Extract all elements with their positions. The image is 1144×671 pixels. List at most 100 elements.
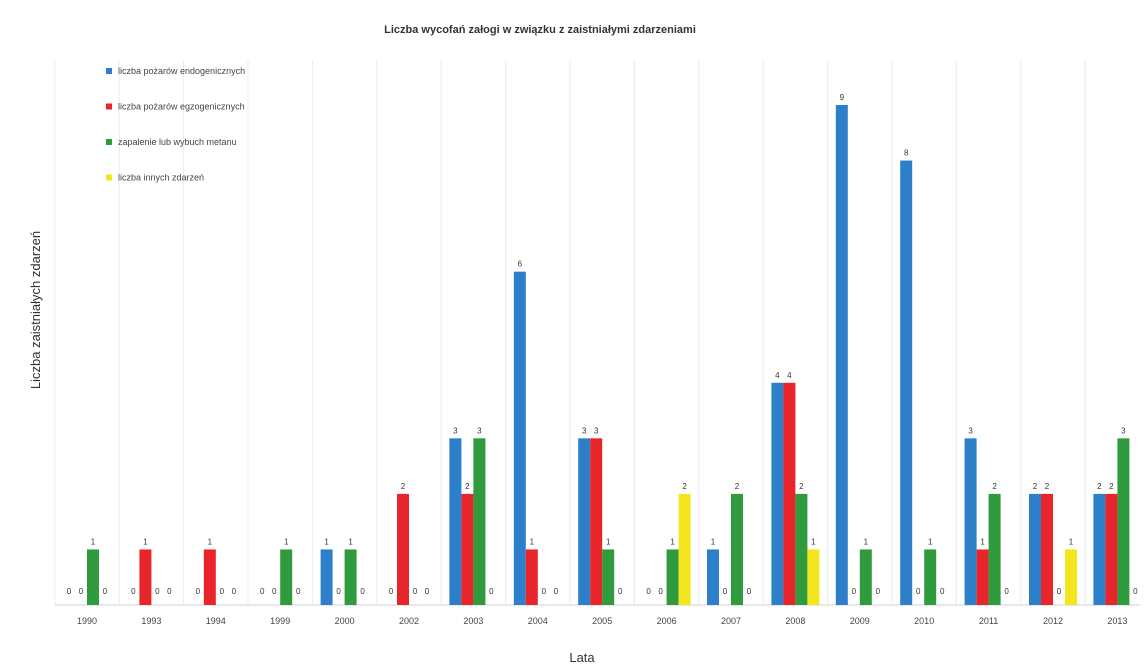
x-tick-label: 2000 bbox=[335, 616, 355, 626]
data-label: 0 bbox=[260, 587, 265, 596]
data-label: 0 bbox=[360, 587, 365, 596]
legend-entry: liczba innych zdarzeń bbox=[118, 173, 204, 183]
data-label: 2 bbox=[992, 482, 997, 491]
data-label: 0 bbox=[79, 587, 84, 596]
bars bbox=[87, 105, 1130, 606]
data-label: 3 bbox=[594, 426, 599, 435]
x-tick-label: 2003 bbox=[463, 616, 483, 626]
data-label: 3 bbox=[1121, 426, 1126, 435]
data-label: 0 bbox=[413, 587, 418, 596]
data-label: 0 bbox=[425, 587, 430, 596]
x-tick-label: 1993 bbox=[141, 616, 161, 626]
x-tick-label: 2006 bbox=[657, 616, 677, 626]
data-label: 0 bbox=[232, 587, 237, 596]
data-label: 1 bbox=[864, 537, 869, 546]
bar bbox=[988, 493, 1001, 605]
data-label: 1 bbox=[711, 537, 716, 546]
y-axis-label: Liczba zaistniałych zdarzeń bbox=[28, 231, 43, 389]
data-label: 0 bbox=[646, 587, 651, 596]
bar bbox=[513, 271, 526, 605]
bar bbox=[900, 160, 913, 606]
bar bbox=[344, 549, 357, 605]
x-tick-label: 2011 bbox=[979, 616, 998, 626]
data-label: 3 bbox=[477, 426, 482, 435]
bar bbox=[924, 549, 937, 605]
data-label: 0 bbox=[489, 587, 494, 596]
data-label: 4 bbox=[787, 371, 792, 380]
data-label: 2 bbox=[735, 482, 740, 491]
data-label: 0 bbox=[131, 587, 136, 596]
legend-entry: zapalenie lub wybuch metanu bbox=[118, 137, 237, 147]
bar bbox=[590, 438, 603, 605]
bar bbox=[1029, 493, 1041, 605]
data-label: 1 bbox=[811, 537, 816, 546]
bar bbox=[602, 549, 615, 605]
x-tick-label: 2002 bbox=[399, 616, 419, 626]
data-label: 2 bbox=[401, 482, 406, 491]
bar bbox=[280, 549, 293, 605]
data-label: 2 bbox=[799, 482, 804, 491]
data-label: 2 bbox=[1033, 482, 1038, 491]
bar bbox=[771, 382, 784, 605]
chart-title: Liczba wycofań załogi w związku z zaistn… bbox=[384, 24, 696, 36]
bar bbox=[320, 549, 333, 605]
data-label: 0 bbox=[852, 587, 857, 596]
data-label: 0 bbox=[67, 587, 72, 596]
data-label: 1 bbox=[143, 537, 148, 546]
data-label: 0 bbox=[876, 587, 881, 596]
data-label: 0 bbox=[658, 587, 663, 596]
data-label: 0 bbox=[618, 587, 623, 596]
legend: liczba pożarów endogenicznych liczba poża… bbox=[106, 66, 245, 183]
x-tick-label: 2004 bbox=[528, 616, 548, 626]
x-tick-label: 1999 bbox=[270, 616, 290, 626]
bar bbox=[397, 493, 409, 605]
data-label: 2 bbox=[682, 482, 687, 491]
data-label: 1 bbox=[980, 537, 985, 546]
bar bbox=[795, 493, 808, 605]
x-tick-label: 2010 bbox=[914, 616, 934, 626]
bar bbox=[461, 493, 474, 605]
gridlines bbox=[54, 60, 1086, 605]
bar bbox=[976, 549, 989, 605]
bar bbox=[87, 549, 99, 605]
data-label: 0 bbox=[155, 587, 160, 596]
x-axis-label: Lata bbox=[569, 650, 595, 665]
bar bbox=[731, 493, 743, 605]
bar bbox=[807, 549, 820, 605]
x-tick-label: 2012 bbox=[1043, 616, 1063, 626]
bar bbox=[835, 105, 848, 605]
data-label: 0 bbox=[916, 587, 921, 596]
bar bbox=[666, 549, 679, 605]
data-label: 0 bbox=[940, 587, 945, 596]
data-label: 0 bbox=[272, 587, 277, 596]
data-label: 6 bbox=[518, 260, 523, 269]
legend-entry: liczba pożarów egzogenicznych bbox=[118, 102, 245, 112]
bar bbox=[203, 549, 216, 605]
x-tick-label: 2009 bbox=[850, 616, 870, 626]
data-label: 1 bbox=[606, 537, 611, 546]
data-label: 1 bbox=[208, 537, 213, 546]
data-label: 0 bbox=[196, 587, 201, 596]
x-tick-label: 2008 bbox=[785, 616, 805, 626]
legend-entry: liczba pożarów endogenicznych bbox=[118, 66, 245, 76]
data-label: 1 bbox=[348, 537, 353, 546]
data-label: 0 bbox=[103, 587, 108, 596]
bar bbox=[578, 438, 591, 605]
data-label: 0 bbox=[167, 587, 172, 596]
data-label: 0 bbox=[1133, 587, 1138, 596]
bar bbox=[1105, 493, 1118, 605]
data-label: 1 bbox=[670, 537, 675, 546]
data-label: 1 bbox=[928, 537, 933, 546]
x-tick-label: 2013 bbox=[1107, 616, 1127, 626]
data-label: 3 bbox=[453, 426, 458, 435]
data-label: 0 bbox=[554, 587, 559, 596]
x-tick-labels: 1990 1993 1994 1999 2000 2002 2003 2004 2005 2006… bbox=[77, 616, 1127, 626]
bar bbox=[678, 493, 691, 605]
data-label: 8 bbox=[904, 149, 909, 158]
bar bbox=[1041, 493, 1053, 605]
bar bbox=[859, 549, 872, 605]
data-label: 0 bbox=[296, 587, 301, 596]
bar bbox=[1065, 549, 1077, 605]
